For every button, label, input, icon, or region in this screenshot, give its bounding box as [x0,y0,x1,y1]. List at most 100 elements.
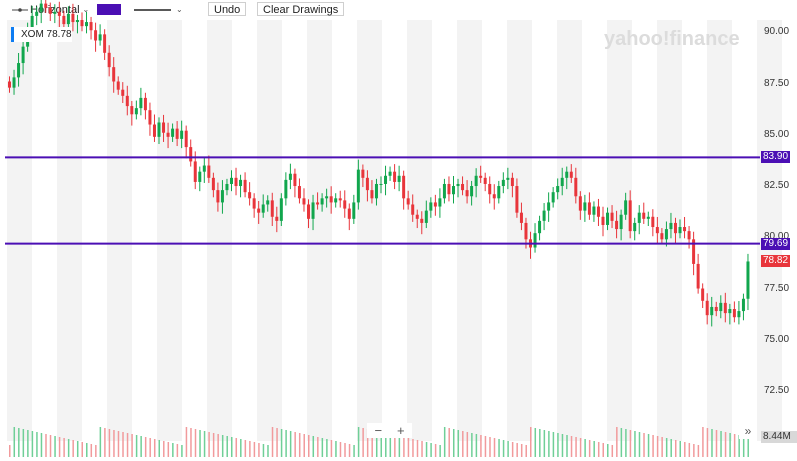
zoom-out-button[interactable]: − [374,423,383,438]
background-band [157,20,182,441]
candle-body [85,22,89,27]
volume-bar [149,438,151,457]
candle-body [737,311,741,318]
volume-bar [217,434,219,457]
candle-body [492,194,496,199]
candle-body [574,177,578,197]
volume-bar [81,442,83,457]
candle-body [143,97,147,111]
volume-bar [22,429,25,457]
last-price-badge: 78.82 [761,255,791,268]
y-tick-label: 85.00 [764,128,790,140]
candle-body [683,227,687,232]
volume-bar [208,432,210,457]
drawing-toolbar: Horizontal ⌄ ⌄ Undo Clear Drawings [0,0,797,20]
volume-bar [99,427,102,457]
candle-body [198,171,202,182]
expand-chart-button[interactable]: » [739,423,757,439]
volume-bar [498,439,500,457]
candle-body [542,210,546,221]
volume-bar [321,438,324,457]
candle-body [284,179,288,199]
volume-bar [548,431,550,457]
candle-body [701,288,705,301]
candle-body [470,186,474,197]
volume-bar [181,445,183,457]
clear-drawings-button[interactable]: Clear Drawings [257,2,345,16]
volume-bar [412,439,414,457]
zoom-in-button[interactable]: + [396,423,405,438]
candle-body [583,202,587,211]
candle-body [741,298,745,312]
volume-bar [357,427,360,457]
candle-body [433,202,437,207]
yahoo-finance-watermark: yahoo!finance [604,28,740,50]
volume-bar [153,439,156,457]
candle-body [225,183,229,191]
volume-bar [516,443,518,457]
y-tick-label: 72.50 [764,385,790,396]
volume-bar [140,436,142,457]
candle-body [438,198,442,207]
candle-body [728,309,732,314]
candle-body [642,212,646,219]
candle-body [714,306,718,312]
volume-bar [407,438,410,457]
candle-body [592,206,596,215]
volume-bar [27,430,29,457]
background-band [357,20,382,441]
candle-body [21,46,25,64]
volume-bar [276,428,278,457]
candle-body [388,171,392,176]
candle-body [134,108,138,115]
candle-body [107,52,111,68]
candle-body [12,77,16,88]
candle-body [175,128,179,139]
line-color-picker[interactable] [97,2,121,17]
volume-bar [330,440,333,457]
volume-bar [534,428,537,457]
line-style-dropdown[interactable]: ⌄ [133,2,183,17]
candle-body [8,81,11,88]
chevron-down-icon: ⌄ [82,5,90,14]
candle-body [374,183,378,199]
volume-bar [593,441,595,457]
candle-body [180,130,184,139]
candle-body [66,13,70,25]
candle-body [465,190,469,197]
background-band [607,20,632,441]
candle-body [329,196,333,203]
volume-bar [249,441,251,457]
candle-body [216,190,220,203]
candle-body [356,169,360,203]
volume-bar [697,445,700,457]
color-swatch [97,4,121,15]
candle-body [162,122,166,133]
candle-body [229,177,233,184]
candle-body [660,233,664,240]
candle-body [347,208,351,219]
candle-body [411,204,415,215]
candle-body [157,122,161,137]
volume-bar [502,440,505,457]
candle-body [171,128,175,137]
candle-body [48,7,52,14]
candle-body [53,11,57,14]
volume-bar [652,435,654,457]
candle-body [556,186,560,193]
undo-button[interactable]: Undo [208,2,247,16]
volume-bar [638,432,641,457]
candle-body [234,177,238,187]
volume-bar [425,442,428,457]
candle-body [673,222,677,234]
y-tick-label: 75.00 [764,333,790,345]
background-band [507,20,532,441]
volume-bar [647,434,650,457]
line-value-badge: 79.69 [761,237,791,250]
volume-bar [489,437,491,457]
volume-bar [539,429,541,457]
candle-body [601,216,605,225]
candle-body [732,309,736,318]
volume-bar [167,442,170,457]
